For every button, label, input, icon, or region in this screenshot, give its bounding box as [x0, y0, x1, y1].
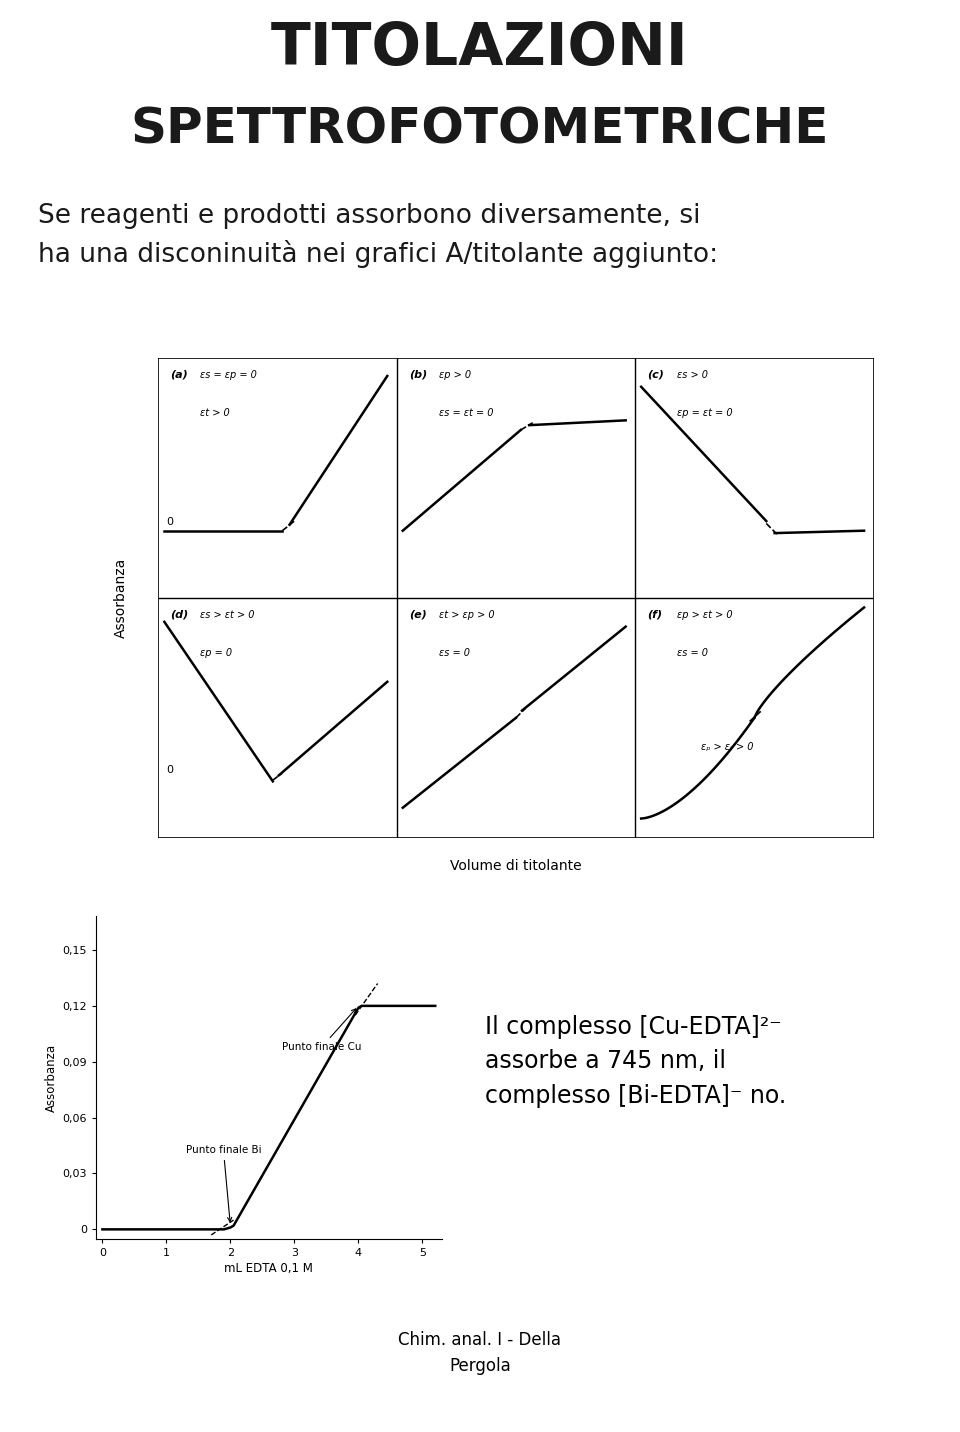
Text: εt > 0: εt > 0 — [200, 408, 229, 418]
Text: Chim. anal. I - Della
Pergola: Chim. anal. I - Della Pergola — [398, 1330, 562, 1376]
Text: SPETTROFOTOMETRICHE: SPETTROFOTOMETRICHE — [131, 106, 829, 155]
Text: εₚ > εₜ > 0: εₚ > εₜ > 0 — [701, 742, 754, 752]
Y-axis label: Assorbanza: Assorbanza — [45, 1044, 59, 1111]
Text: εs = 0: εs = 0 — [439, 649, 469, 659]
Text: εs > εt > 0: εs > εt > 0 — [200, 610, 254, 620]
Text: (d): (d) — [170, 610, 188, 620]
Text: εs > 0: εs > 0 — [677, 369, 708, 379]
Text: Il complesso [Cu-EDTA]²⁻
assorbe a 745 nm, il
complesso [Bi-EDTA]⁻ no.: Il complesso [Cu-EDTA]²⁻ assorbe a 745 n… — [485, 1015, 786, 1108]
Text: εp = 0: εp = 0 — [200, 649, 232, 659]
Text: TITOLAZIONI: TITOLAZIONI — [271, 20, 689, 77]
Text: εp = εt = 0: εp = εt = 0 — [677, 408, 732, 418]
Text: εs = εp = 0: εs = εp = 0 — [200, 369, 257, 379]
Text: εs = 0: εs = 0 — [677, 649, 708, 659]
Text: (b): (b) — [409, 369, 427, 379]
Text: (e): (e) — [409, 610, 426, 620]
Text: εs = εt = 0: εs = εt = 0 — [439, 408, 493, 418]
Text: (f): (f) — [647, 610, 662, 620]
Text: εp > 0: εp > 0 — [439, 369, 470, 379]
Text: εt > εp > 0: εt > εp > 0 — [439, 610, 494, 620]
Text: 0: 0 — [167, 765, 174, 775]
Text: 0: 0 — [167, 517, 174, 527]
Text: Punto finale Bi: Punto finale Bi — [185, 1144, 261, 1221]
Text: Se reagenti e prodotti assorbono diversamente, si
ha una disconinuità nei grafic: Se reagenti e prodotti assorbono diversa… — [37, 203, 718, 268]
Text: Punto finale Cu: Punto finale Cu — [281, 1010, 361, 1053]
Text: Volume di titolante: Volume di titolante — [450, 859, 582, 874]
Text: (c): (c) — [647, 369, 664, 379]
X-axis label: mL EDTA 0,1 M: mL EDTA 0,1 M — [225, 1262, 313, 1274]
Text: (a): (a) — [170, 369, 188, 379]
Text: Assorbanza: Assorbanza — [114, 557, 128, 639]
Text: εp > εt > 0: εp > εt > 0 — [677, 610, 732, 620]
